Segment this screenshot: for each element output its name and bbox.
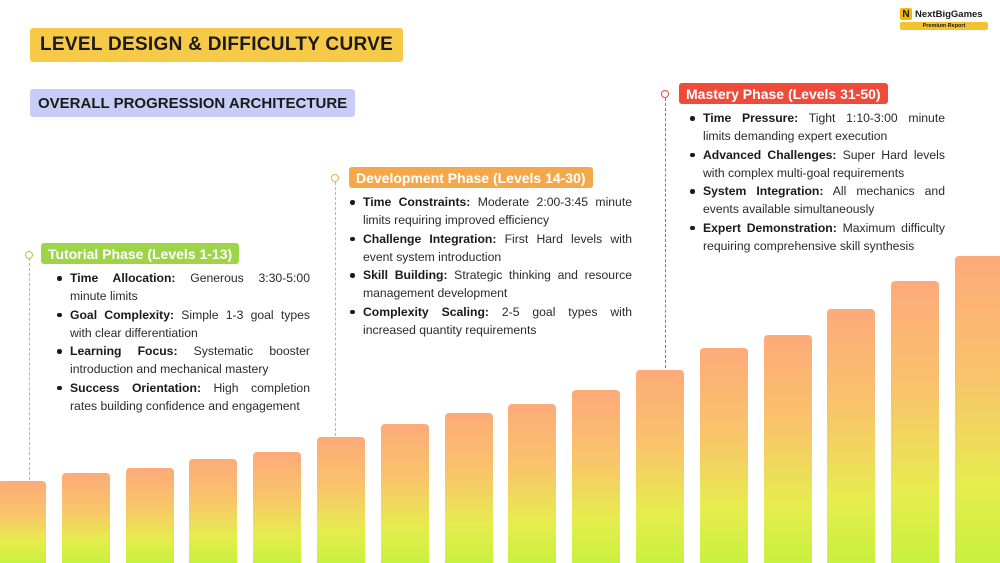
difficulty-bar bbox=[572, 390, 620, 563]
difficulty-bar bbox=[508, 404, 556, 563]
difficulty-bar bbox=[955, 256, 1000, 563]
difficulty-bar bbox=[636, 370, 684, 563]
difficulty-bar bbox=[700, 348, 748, 563]
mastery-marker-dot bbox=[661, 90, 669, 98]
difficulty-bar bbox=[126, 468, 174, 563]
development-marker-dot bbox=[331, 174, 339, 182]
development-phase-list: Time Constraints: Moderate 2:00-3:45 min… bbox=[348, 193, 632, 339]
development-phase-label: Development Phase (Levels 14-30) bbox=[349, 167, 593, 188]
development-connector bbox=[335, 182, 336, 436]
difficulty-bar bbox=[827, 309, 875, 563]
difficulty-bar bbox=[62, 473, 110, 563]
list-item: Advanced Challenges: Super Hard levels w… bbox=[688, 146, 945, 183]
difficulty-bar bbox=[445, 413, 493, 563]
section-subtitle: OVERALL PROGRESSION ARCHITECTURE bbox=[30, 89, 356, 117]
brand-logo: N NextBigGames Premium Report bbox=[900, 8, 990, 30]
mastery-phase-list: Time Pressure: Tight 1:10-3:00 minute li… bbox=[688, 109, 945, 255]
list-item: Skill Building: Strategic thinking and r… bbox=[348, 266, 632, 303]
difficulty-bar bbox=[381, 424, 429, 563]
difficulty-bar bbox=[891, 281, 939, 563]
list-item: Learning Focus: Systematic booster intro… bbox=[55, 342, 310, 379]
list-item: Goal Complexity: Simple 1-3 goal types w… bbox=[55, 306, 310, 343]
list-item: Complexity Scaling: 2-5 goal types with … bbox=[348, 303, 632, 340]
difficulty-bar bbox=[317, 437, 365, 563]
difficulty-bar bbox=[764, 335, 812, 563]
tutorial-phase-label: Tutorial Phase (Levels 1-13) bbox=[41, 243, 240, 264]
mastery-phase-label: Mastery Phase (Levels 31-50) bbox=[679, 83, 888, 104]
difficulty-bar bbox=[189, 459, 237, 563]
list-item: System Integration: All mechanics and ev… bbox=[688, 182, 945, 219]
list-item: Time Allocation: Generous 3:30-5:00 minu… bbox=[55, 269, 310, 306]
list-item: Time Pressure: Tight 1:10-3:00 minute li… bbox=[688, 109, 945, 146]
slide-title: LEVEL DESIGN & DIFFICULTY CURVE bbox=[30, 28, 404, 62]
tutorial-phase-list: Time Allocation: Generous 3:30-5:00 minu… bbox=[55, 269, 310, 415]
list-item: Expert Demonstration: Maximum difficulty… bbox=[688, 219, 945, 256]
list-item: Time Constraints: Moderate 2:00-3:45 min… bbox=[348, 193, 632, 230]
list-item: Challenge Integration: First Hard levels… bbox=[348, 230, 632, 267]
difficulty-bar bbox=[253, 452, 301, 563]
difficulty-bar bbox=[0, 481, 46, 563]
tutorial-connector bbox=[29, 258, 30, 480]
tutorial-marker-dot bbox=[25, 251, 33, 259]
logo-name: NextBigGames bbox=[915, 8, 983, 20]
logo-icon: N bbox=[900, 8, 912, 20]
mastery-connector bbox=[665, 98, 666, 368]
list-item: Success Orientation: High completion rat… bbox=[55, 379, 310, 416]
premium-badge: Premium Report bbox=[900, 22, 988, 30]
